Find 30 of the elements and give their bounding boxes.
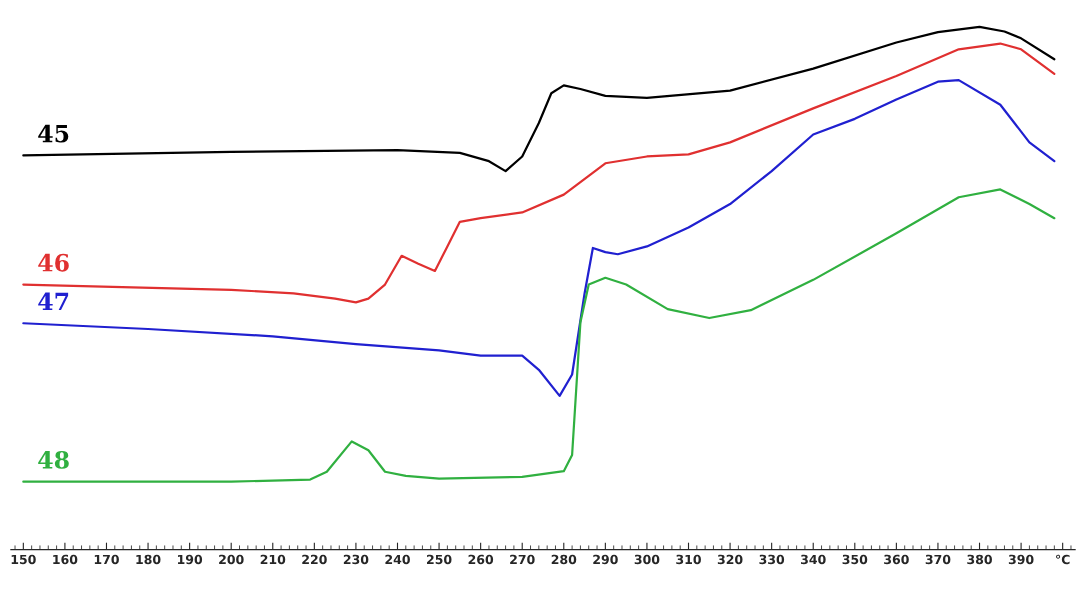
x-tick-label: 370 bbox=[925, 554, 951, 565]
x-tick-label: 350 bbox=[842, 554, 868, 565]
x-tick-label: °C bbox=[1056, 554, 1070, 565]
x-tick-label: 250 bbox=[427, 554, 452, 565]
x-tick-label: 200 bbox=[219, 554, 244, 565]
x-tick-label: 220 bbox=[302, 554, 327, 565]
series-label: 47 bbox=[38, 292, 69, 311]
x-tick-label: 190 bbox=[177, 554, 203, 565]
series-label: 48 bbox=[38, 450, 69, 469]
x-tick-label: 380 bbox=[967, 554, 992, 565]
x-tick-label: 310 bbox=[676, 554, 701, 565]
x-tick-label: 330 bbox=[759, 554, 785, 565]
x-tick-label: 320 bbox=[717, 554, 743, 565]
x-tick-label: 240 bbox=[385, 554, 410, 565]
series-label: 45 bbox=[38, 124, 69, 143]
x-tick-label: 340 bbox=[801, 554, 826, 565]
x-tick-label: 280 bbox=[551, 554, 577, 565]
x-tick-label: 390 bbox=[1008, 554, 1034, 565]
x-tick-label: 160 bbox=[53, 554, 78, 565]
x-tick-label: 170 bbox=[94, 554, 119, 565]
x-tick-label: 290 bbox=[593, 554, 618, 565]
x-tick-label: 360 bbox=[884, 554, 909, 565]
x-tick-label: 300 bbox=[634, 554, 660, 565]
x-tick-label: 150 bbox=[11, 554, 36, 565]
x-tick-label: 270 bbox=[510, 554, 535, 565]
x-tick-label: 260 bbox=[468, 554, 494, 565]
series-label: 46 bbox=[38, 253, 69, 272]
x-tick-label: 230 bbox=[343, 554, 369, 565]
x-tick-label: 180 bbox=[136, 554, 161, 565]
x-tick-label: 210 bbox=[260, 554, 286, 565]
